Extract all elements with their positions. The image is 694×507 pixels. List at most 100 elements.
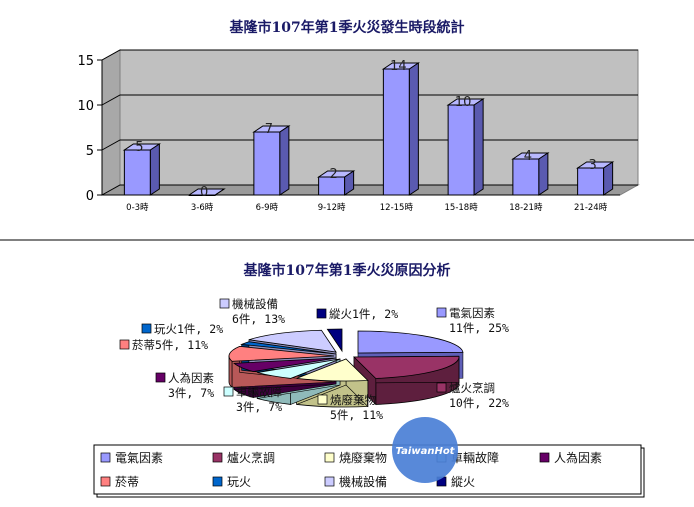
pie-label-key [436, 307, 447, 318]
pie-slice [248, 329, 337, 353]
bar-value-label: 7 [265, 122, 273, 137]
y-tick-label: 10 [77, 99, 94, 114]
pie-label-line1: 機械設備 [232, 297, 278, 311]
gridline [101, 94, 638, 106]
bar-chart-walls [100, 49, 640, 196]
bar [511, 152, 550, 196]
bar [446, 98, 485, 196]
legend-label: 人為因素 [554, 451, 602, 465]
pie-label-line1: 縱火1件, 2% [329, 307, 398, 321]
bar-side [473, 98, 484, 196]
pie-slice [357, 330, 464, 354]
bar [316, 170, 356, 196]
pie-chart-slices [228, 328, 464, 382]
pie-label-line2: 5件, 11% [330, 408, 383, 422]
legend-label: 機械設備 [339, 474, 387, 489]
bar-side [408, 62, 419, 196]
gridline [101, 49, 638, 61]
watermark-text: TaiwanHot [396, 446, 456, 457]
bar-value-label: 14 [390, 59, 407, 74]
bar-side [279, 125, 290, 196]
legend-label: 菸蒂 [115, 475, 139, 489]
legend-label: 車輛故障 [451, 450, 499, 465]
pie-slice [326, 328, 343, 353]
bar-side [603, 161, 614, 196]
bar [187, 188, 226, 196]
pie-label-line1: 燒廢棄物 [330, 393, 376, 407]
legend-label: 電氣因素 [115, 451, 163, 465]
pie-label-line1: 電氣因素 [449, 306, 495, 320]
legend-swatch [539, 452, 550, 463]
legend-label: 燒廢棄物 [339, 450, 387, 465]
pie-label-key [317, 394, 328, 405]
x-category-label: 6-9時 [256, 203, 279, 213]
bar-chart-bars [122, 62, 615, 196]
bar-value-label: 5 [135, 140, 143, 155]
pie-label-key [316, 308, 327, 319]
pie-slice [257, 358, 341, 379]
pie-label-key [219, 298, 230, 309]
legend-swatch [212, 452, 223, 463]
bar-value-label: 2 [329, 167, 337, 182]
pie-label-line2: 6件, 13% [232, 312, 285, 326]
x-category-label: 12-15時 [380, 203, 414, 213]
legend-label: 爐火烹調 [227, 450, 275, 465]
bar-side [214, 188, 225, 196]
legend-swatch [100, 452, 111, 463]
legend-swatch [324, 452, 335, 463]
pie-label-line2: 3件, 7% [236, 400, 282, 414]
pie-slice [233, 357, 337, 372]
pie-slice [353, 355, 460, 379]
pie-label-key [155, 372, 166, 383]
y-tick-label: 5 [86, 144, 94, 159]
x-category-label: 18-21時 [509, 203, 543, 213]
pie-label-key [141, 323, 152, 334]
pie-label-line1: 菸蒂5件, 11% [132, 338, 208, 352]
bar-side [538, 152, 549, 196]
bar-side [149, 143, 160, 196]
legend-swatch [324, 476, 335, 487]
floor [100, 184, 640, 196]
bar-value-label: 3 [588, 158, 596, 173]
x-category-label: 15-18時 [445, 203, 479, 213]
pie-chart-title: 基隆市107年第1季火災原因分析 [244, 262, 451, 279]
x-category-label: 21-24時 [574, 203, 608, 213]
bar-front [447, 104, 475, 196]
x-category-label: 3-6時 [191, 203, 214, 213]
x-category-label: 0-3時 [126, 203, 149, 213]
bar-side [344, 170, 355, 196]
watermark-logo: TaiwanHot [392, 417, 458, 483]
bar [252, 125, 291, 196]
pie-label-key [119, 339, 130, 350]
bar-value-label: 4 [524, 149, 532, 164]
pie-label-key [436, 382, 447, 393]
pie-label-line2: 10件, 22% [449, 396, 509, 410]
y-tick-label: 15 [77, 54, 94, 69]
legend-swatch [212, 476, 223, 487]
bar-front [512, 158, 540, 196]
bar-chart-data-labels: 5 0 7 2 14 10 4 3 [135, 59, 597, 200]
bar-front [577, 167, 605, 196]
legend-label: 玩火 [227, 475, 251, 489]
pie-label-line1: 人為因素 [168, 371, 214, 385]
pie-label-line1: 爐火烹調 [449, 381, 495, 395]
bar-front [253, 131, 281, 196]
pie-label-line2: 3件, 7% [168, 386, 214, 400]
legend-box [93, 444, 642, 495]
back-wall [119, 49, 639, 186]
bar-value-label: 0 [200, 185, 208, 200]
y-tick-label: 0 [86, 189, 94, 204]
side-wall [101, 49, 121, 196]
bar [381, 62, 421, 196]
bar-chart: 基隆市107年第1季火災發生時段統計 0 5 10 15 5 0 7 2 14 10 4 3 0-3… [77, 19, 640, 213]
bar-front [382, 68, 410, 196]
pie-label-line1: 玩火1件, 2% [154, 322, 223, 336]
pie-label-line1: 車輛故障 [236, 385, 282, 399]
legend-swatch [100, 476, 111, 487]
pie-slice [228, 345, 335, 362]
legend-label: 縱火 [451, 475, 475, 489]
